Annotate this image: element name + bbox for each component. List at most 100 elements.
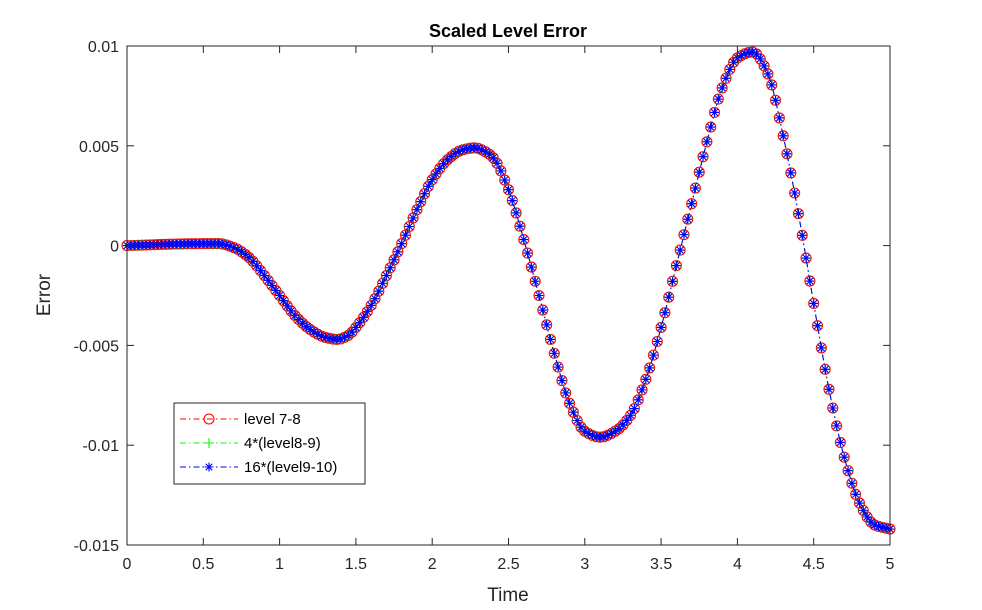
- data-point: [416, 197, 426, 207]
- y-axis-label: Error: [34, 273, 55, 316]
- data-point: [732, 53, 742, 63]
- x-tick-label: 4.5: [803, 556, 825, 573]
- legend-entry: level 7-8: [180, 411, 301, 428]
- data-point: [824, 384, 834, 394]
- data-point: [854, 498, 864, 508]
- data-point: [816, 343, 826, 353]
- data-point: [305, 324, 315, 334]
- data-point: [793, 209, 803, 219]
- data-point: [656, 322, 666, 332]
- data-point: [881, 523, 891, 533]
- data-point: [633, 395, 643, 405]
- data-point: [637, 385, 647, 395]
- data-point: [778, 131, 788, 141]
- y-tick-label: -0.005: [74, 338, 119, 355]
- data-point: [427, 175, 437, 185]
- data-point: [275, 291, 285, 300]
- data-point: [366, 300, 376, 310]
- data-point: [786, 168, 796, 178]
- x-tick-label: 3.5: [650, 556, 672, 573]
- legend-entry: 16*(level9-10): [180, 459, 337, 476]
- data-point: [629, 404, 639, 414]
- data-point: [664, 292, 674, 302]
- data-point: [378, 278, 388, 288]
- data-point: [679, 230, 689, 240]
- legend-label: 16*(level9-10): [244, 459, 337, 476]
- data-point: [809, 298, 819, 308]
- x-tick-label: 0.5: [192, 556, 214, 573]
- data-point: [297, 318, 307, 328]
- data-point: [477, 145, 487, 155]
- data-point: [671, 261, 681, 271]
- data-point: [648, 350, 658, 360]
- data-point: [439, 159, 449, 169]
- data-point: [256, 266, 266, 276]
- data-point: [313, 329, 323, 339]
- data-point: [294, 314, 304, 324]
- data-point: [301, 322, 311, 332]
- data-point: [725, 64, 735, 74]
- data-point: [729, 57, 739, 67]
- data-point: [645, 363, 655, 373]
- data-point: [866, 517, 876, 527]
- data-point: [542, 320, 552, 330]
- y-tick-label: 0.01: [88, 39, 119, 56]
- y-tick-label: 0.005: [79, 139, 119, 156]
- data-point: [244, 253, 254, 263]
- chart-title: Scaled Level Error: [429, 21, 587, 41]
- data-point: [801, 253, 811, 263]
- data-point: [217, 239, 227, 249]
- data-point: [710, 107, 720, 117]
- data-point: [584, 429, 594, 439]
- data-point: [282, 301, 292, 311]
- data-point: [774, 113, 784, 123]
- legend-marker: [203, 413, 215, 425]
- data-point: [687, 199, 697, 209]
- data-point: [259, 271, 269, 281]
- data-point: [694, 167, 704, 177]
- data-point: [862, 512, 872, 522]
- data-point: [355, 318, 365, 328]
- data-point: [870, 520, 880, 530]
- data-point: [309, 327, 319, 337]
- data-point: [324, 333, 334, 343]
- axes-layer: 0 0.5 1 1.5 2 2.5 3 3.5 4 4.5 5 -0.015 -0.01 -0.005 0 0…: [74, 39, 895, 573]
- legend-box: [173, 402, 366, 485]
- data-point: [538, 305, 548, 315]
- data-point: [618, 420, 628, 430]
- data-point: [805, 276, 815, 286]
- data-point: [622, 415, 632, 425]
- data-point: [599, 432, 609, 442]
- x-tick-label: 3: [580, 556, 589, 573]
- data-point: [412, 205, 422, 215]
- data-point: [782, 149, 792, 159]
- data-point: [740, 49, 750, 59]
- data-point: [462, 144, 472, 154]
- data-point: [614, 424, 624, 434]
- data-point: [641, 374, 651, 384]
- data-point: [359, 312, 369, 322]
- data-point: [336, 334, 346, 344]
- data-point: [767, 80, 777, 90]
- data-point: [847, 478, 857, 488]
- data-point: [706, 122, 716, 132]
- legend: level 7-8 4*(level8-9) 16*(level9-10): [173, 402, 366, 485]
- data-point: [389, 255, 399, 265]
- data-point: [271, 285, 281, 295]
- y-tick-label: 0: [110, 239, 119, 256]
- data-point: [397, 239, 407, 249]
- data-point: [580, 426, 590, 436]
- data-point: [832, 421, 842, 431]
- data-point: [240, 249, 250, 259]
- data-point: [763, 69, 773, 79]
- legend-label: level 7-8: [244, 411, 301, 428]
- x-tick-label: 1.5: [345, 556, 367, 573]
- x-tick-label: 1: [275, 556, 284, 573]
- data-point: [839, 452, 849, 462]
- data-point: [370, 294, 380, 304]
- data-point: [603, 430, 613, 440]
- data-point: [736, 51, 746, 61]
- data-point: [423, 181, 433, 191]
- data-point: [511, 208, 521, 218]
